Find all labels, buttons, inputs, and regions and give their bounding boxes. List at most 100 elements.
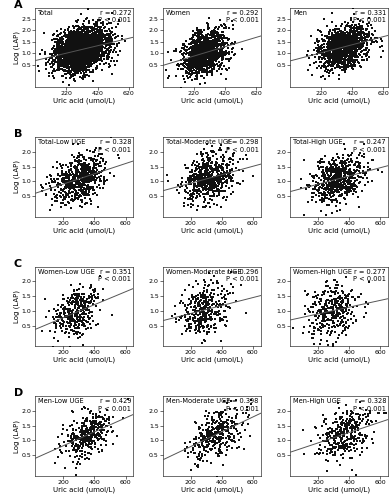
Point [70, 54, 76, 62]
Point [87, 37, 94, 45]
Point [203, 160, 210, 168]
Point [222, 21, 228, 29]
Point [319, 44, 325, 52]
Point [202, 180, 209, 188]
Point [69, 439, 76, 447]
Point [324, 166, 330, 174]
Point [208, 43, 214, 51]
Point [82, 53, 88, 61]
Point [336, 50, 342, 58]
Point [214, 311, 220, 319]
Point [181, 161, 188, 169]
Point [75, 24, 81, 32]
Point [73, 45, 80, 53]
Point [351, 28, 358, 36]
Point [346, 40, 352, 48]
Point [68, 326, 74, 334]
Point [85, 26, 91, 34]
Point [64, 40, 70, 48]
Point [203, 36, 210, 44]
Point [188, 324, 194, 332]
Point [347, 180, 353, 188]
Point [212, 408, 219, 416]
Point [197, 56, 203, 64]
Point [218, 411, 224, 419]
Point [186, 68, 192, 76]
Point [79, 42, 85, 50]
Point [67, 185, 73, 193]
Point [75, 32, 81, 40]
Point [69, 180, 75, 188]
Point [362, 50, 368, 58]
Point [213, 46, 220, 54]
Point [348, 439, 354, 447]
Point [197, 50, 203, 58]
Point [49, 52, 55, 60]
Point [76, 180, 82, 188]
Point [84, 52, 90, 60]
Point [39, 328, 45, 336]
Point [340, 298, 347, 306]
Point [229, 160, 236, 168]
Point [218, 40, 224, 48]
Point [366, 46, 372, 54]
Point [69, 188, 75, 196]
Point [342, 32, 348, 40]
Point [337, 32, 343, 40]
Point [333, 186, 339, 194]
Point [179, 44, 185, 52]
Point [330, 44, 337, 52]
Point [337, 36, 343, 44]
Point [79, 47, 85, 55]
Point [77, 45, 83, 53]
Point [336, 46, 342, 54]
Point [197, 66, 203, 74]
Point [348, 430, 355, 438]
Point [71, 45, 78, 53]
Point [84, 35, 90, 43]
Point [75, 301, 81, 309]
Point [73, 176, 79, 184]
Point [172, 314, 179, 322]
Point [80, 419, 86, 427]
Point [232, 438, 238, 446]
Point [67, 30, 73, 38]
Point [372, 34, 378, 42]
Point [326, 174, 332, 182]
Point [358, 44, 364, 52]
Point [315, 158, 321, 166]
Point [165, 48, 171, 56]
Point [204, 457, 211, 465]
Point [194, 158, 200, 166]
Point [240, 178, 246, 186]
Point [214, 62, 221, 70]
Point [85, 46, 92, 54]
Point [73, 45, 79, 53]
Point [316, 186, 322, 194]
Point [209, 38, 215, 46]
Point [196, 54, 202, 62]
Point [344, 40, 350, 48]
Point [182, 64, 189, 72]
Point [78, 44, 84, 52]
Point [319, 47, 325, 55]
Point [208, 181, 214, 189]
Point [321, 316, 328, 324]
Point [331, 308, 338, 316]
Point [106, 34, 112, 42]
Point [185, 69, 191, 77]
Point [76, 44, 82, 52]
Point [345, 151, 351, 159]
Point [205, 42, 211, 50]
Point [342, 38, 348, 46]
Point [79, 66, 85, 74]
Point [223, 162, 229, 170]
Point [76, 31, 82, 39]
Point [337, 296, 343, 304]
Point [205, 322, 211, 330]
Point [214, 185, 221, 193]
Point [68, 48, 74, 56]
Point [184, 44, 191, 52]
Point [74, 52, 80, 60]
Point [83, 14, 90, 22]
